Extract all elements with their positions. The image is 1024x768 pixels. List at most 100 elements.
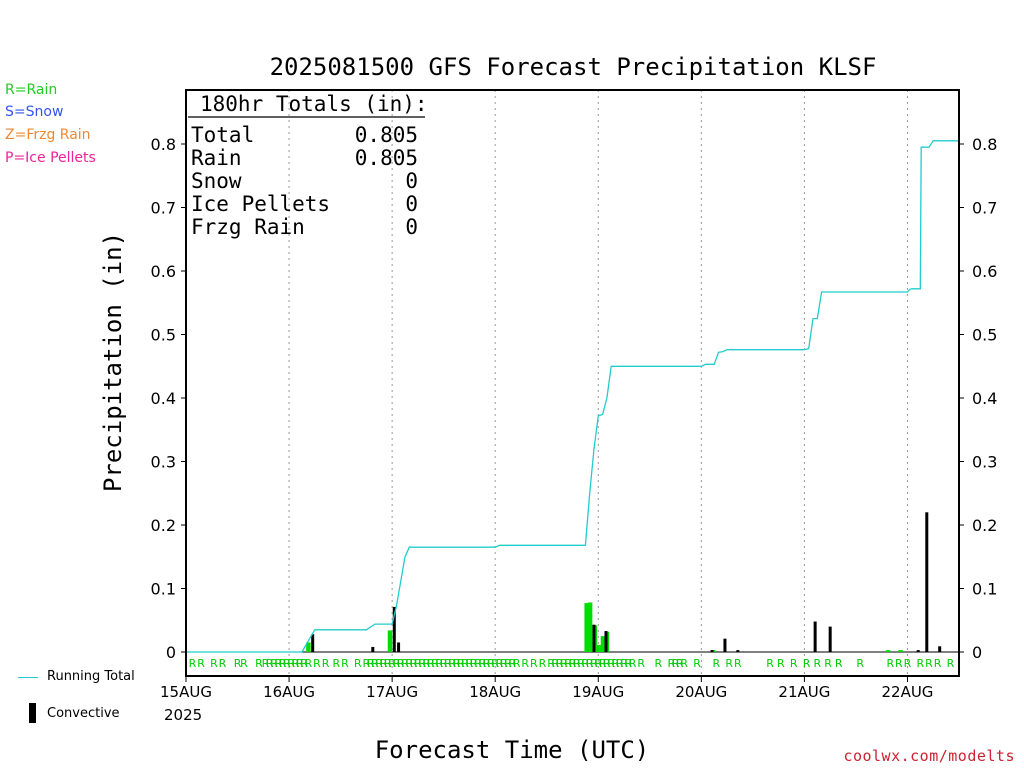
precip-type-marker: R bbox=[444, 657, 452, 670]
plot-frame bbox=[185, 89, 960, 677]
convective-bar bbox=[397, 642, 401, 652]
x-tick-label: 17AUG bbox=[366, 683, 418, 701]
precip-type-marker: R bbox=[270, 657, 278, 670]
y-axis-label: Precipitation (in) bbox=[99, 232, 127, 492]
precip-type-marker: R bbox=[629, 657, 637, 670]
convective-bar bbox=[813, 621, 817, 652]
precip-type-marker: R bbox=[219, 657, 227, 670]
convective-bar bbox=[828, 626, 832, 652]
precip-type-marker: R bbox=[266, 657, 274, 670]
totals-row-value: 0 bbox=[405, 169, 418, 193]
precip-type-marker: R bbox=[427, 657, 435, 670]
x-tick-label: 18AUG bbox=[469, 683, 521, 701]
precip-type-marker: R bbox=[530, 657, 538, 670]
precip-type-marker: R bbox=[725, 657, 733, 670]
precip-type-marker: R bbox=[275, 657, 283, 670]
precip-type-marker: R bbox=[457, 657, 465, 670]
rain-bar bbox=[584, 603, 589, 652]
precip-type-marker: R bbox=[414, 657, 422, 670]
y-tick-label-right: 0.1 bbox=[972, 580, 997, 599]
convective-bar bbox=[736, 650, 740, 652]
totals-row-label: Rain bbox=[191, 146, 242, 170]
precip-type-marker: R bbox=[375, 657, 383, 670]
y-tick-label-right: 0 bbox=[972, 643, 982, 662]
precip-type-marker: R bbox=[393, 657, 401, 670]
precip-type-marker: R bbox=[367, 657, 375, 670]
y-tick-label-right: 0.6 bbox=[972, 262, 997, 281]
precip-type-marker: R bbox=[509, 657, 517, 670]
precip-type-marker: R bbox=[599, 657, 607, 670]
precip-type-marker: R bbox=[925, 657, 933, 670]
precip-type-marker: R bbox=[777, 657, 785, 670]
precip-type-marker: R bbox=[287, 657, 295, 670]
rain-bar bbox=[587, 602, 593, 652]
precip-type-marker: R bbox=[423, 657, 431, 670]
precip-type-marker: R bbox=[655, 657, 663, 670]
precip-type-marker: R bbox=[487, 657, 495, 670]
x-tick-label: 16AUG bbox=[263, 683, 315, 701]
precip-type-marker: R bbox=[667, 657, 675, 670]
convective-bar bbox=[604, 631, 608, 652]
precip-type-marker: R bbox=[397, 657, 405, 670]
precip-type-marker: R bbox=[586, 657, 594, 670]
chart-title: 2025081500 GFS Forecast Precipitation KL… bbox=[270, 53, 877, 81]
y-tick-label-right: 0.2 bbox=[972, 516, 997, 535]
precip-type-marker: R bbox=[322, 657, 330, 670]
precip-type-marker: R bbox=[856, 657, 864, 670]
convective-bar bbox=[938, 646, 942, 652]
x-tick-label: 21AUG bbox=[778, 683, 830, 701]
rain-bar bbox=[898, 650, 903, 652]
precip-type-marker: R bbox=[594, 657, 602, 670]
precip-type-marker: R bbox=[380, 657, 388, 670]
totals-row-label: Frzg Rain bbox=[191, 215, 305, 239]
precip-type-marker: R bbox=[835, 657, 843, 670]
precip-type-marker: R bbox=[607, 657, 615, 670]
precip-type-marker: R bbox=[305, 657, 313, 670]
precip-type-marker: R bbox=[418, 657, 426, 670]
totals-row-value: 0.805 bbox=[355, 146, 418, 170]
legend-frzg-rain: Z=Frzg Rain bbox=[5, 127, 91, 143]
y-tick-label-right: 0.5 bbox=[972, 326, 997, 345]
y-tick-label-left: 0.7 bbox=[151, 199, 176, 218]
precip-type-marker: R bbox=[440, 657, 448, 670]
rain-bar bbox=[600, 636, 606, 652]
precip-type-marker: R bbox=[917, 657, 925, 670]
precip-type-marker: R bbox=[296, 657, 304, 670]
precip-type-marker: R bbox=[384, 657, 392, 670]
precip-type-marker: R bbox=[713, 657, 721, 670]
convective-bar bbox=[723, 638, 727, 652]
precip-type-marker: R bbox=[766, 657, 774, 670]
precip-type-marker: R bbox=[521, 657, 529, 670]
precip-type-marker: R bbox=[491, 657, 499, 670]
precip-type-marker: R bbox=[431, 657, 439, 670]
precip-type-marker: R bbox=[693, 657, 701, 670]
convective-bars bbox=[311, 512, 942, 652]
precip-type-marker: R bbox=[470, 657, 478, 670]
precip-type-marker: R bbox=[189, 657, 197, 670]
convective-bar bbox=[916, 650, 920, 652]
legend-ice-pellets: P=Ice Pellets bbox=[5, 150, 96, 166]
totals-row-value: 0 bbox=[405, 192, 418, 216]
rain-bar bbox=[596, 645, 602, 652]
precip-type-marker: R bbox=[240, 657, 248, 670]
y-tick-label-right: 0.7 bbox=[972, 199, 997, 218]
precip-type-marker: R bbox=[405, 657, 413, 670]
legend-snow: S=Snow bbox=[5, 104, 64, 120]
precip-type-marker: R bbox=[824, 657, 832, 670]
precip-type-marker: R bbox=[569, 657, 577, 670]
totals-row-label: Ice Pellets bbox=[191, 192, 330, 216]
running-total-line bbox=[186, 140, 959, 653]
precip-type-marker: R bbox=[577, 657, 585, 670]
precip-type-marker: R bbox=[466, 657, 474, 670]
precip-type-marker: R bbox=[539, 657, 547, 670]
precip-type-marker: R bbox=[234, 657, 242, 670]
precip-type-marker: R bbox=[680, 657, 688, 670]
precip-type-marker: R bbox=[637, 657, 645, 670]
precip-type-marker: R bbox=[513, 657, 521, 670]
x-tick-label: 15AUG bbox=[160, 683, 212, 701]
y-tick-label-right: 0.3 bbox=[972, 453, 997, 472]
precip-type-marker: R bbox=[210, 657, 218, 670]
precip-type-marker: R bbox=[734, 657, 742, 670]
precip-type-marker: R bbox=[547, 657, 555, 670]
precip-type-marker: R bbox=[564, 657, 572, 670]
